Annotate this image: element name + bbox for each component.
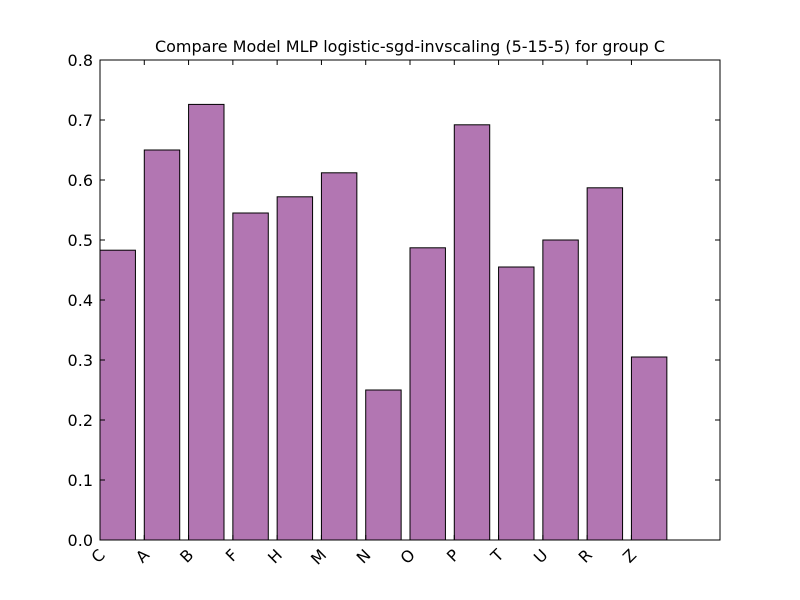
y-tick-label: 0.0 [68, 531, 93, 550]
x-tick-label-Z: Z [619, 545, 640, 566]
y-tick-label: 0.2 [68, 411, 93, 430]
bar-N [365, 389, 402, 541]
y-axis: 0.0 0.1 0.2 0.3 0.4 0.5 0.6 0.7 0.8 [68, 51, 720, 550]
x-tick-label-T: T [486, 545, 507, 566]
chart-title: Compare Model MLP logistic-sgd-invscalin… [155, 37, 665, 56]
x-tick-label-F: F [222, 545, 242, 565]
bar-C [99, 249, 136, 541]
x-tick-label-A: A [132, 545, 153, 566]
y-tick-label: 0.5 [68, 231, 93, 250]
bar-U [542, 239, 579, 541]
bar-M [320, 172, 358, 541]
bar-A [143, 149, 181, 541]
bar-F [232, 212, 269, 541]
y-tick-label: 0.3 [68, 351, 93, 370]
y-tick-label: 0.7 [68, 111, 93, 130]
x-tick-label-B: B [176, 545, 197, 566]
bar-O [409, 247, 446, 541]
y-tick-label: 0.1 [68, 471, 93, 490]
bar-H [276, 196, 314, 541]
x-tick-label-N: N [353, 545, 375, 567]
x-tick-label-M: M [307, 545, 330, 568]
bar-B [188, 103, 225, 541]
x-tick-label-O: O [396, 545, 418, 567]
x-tick-label-R: R [575, 545, 596, 566]
y-tick-label: 0.4 [68, 291, 93, 310]
bar-T [498, 266, 535, 541]
bar-Z [630, 356, 668, 541]
bars-group [99, 103, 668, 541]
x-tick-label-U: U [530, 545, 552, 567]
bar-R [586, 187, 624, 541]
y-tick-label: 0.6 [68, 171, 93, 190]
x-tick-label-P: P [443, 545, 464, 566]
y-tick-label: 0.8 [68, 51, 93, 70]
x-tick-label-H: H [264, 545, 286, 567]
bar-P [453, 124, 491, 541]
